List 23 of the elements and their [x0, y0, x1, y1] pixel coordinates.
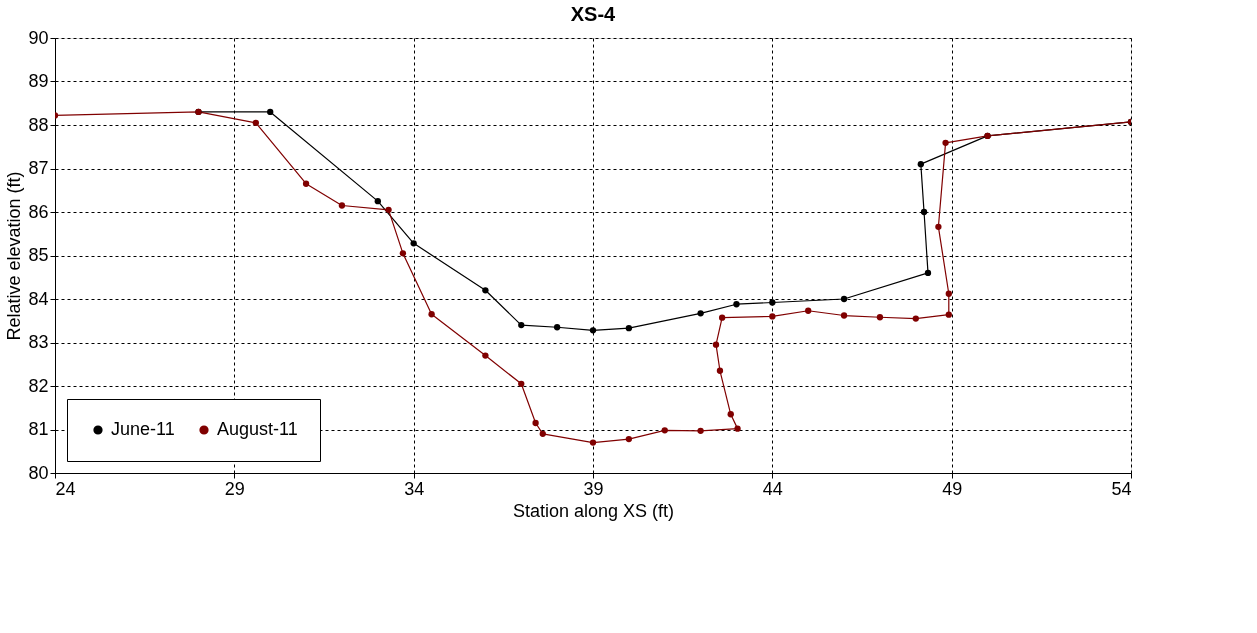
x-tick-label: 29 — [224, 478, 245, 499]
x-tick-label: 24 — [55, 478, 76, 499]
x-tick-label: 39 — [583, 478, 604, 499]
y-tick-label: 87 — [28, 158, 49, 178]
y-tick-label: 80 — [28, 462, 49, 483]
y-tick-label: 82 — [28, 375, 49, 396]
y-tick-label: 89 — [28, 71, 49, 91]
legend-label: June-11 — [111, 419, 175, 439]
y-tick-label: 81 — [28, 419, 49, 439]
y-tick-label: 86 — [28, 201, 49, 222]
x-tick-label: 34 — [404, 478, 425, 499]
y-axis-title: Relative elevation (ft) — [4, 171, 25, 341]
y-tick-label: 85 — [28, 245, 49, 265]
x-tick-label: 49 — [942, 478, 963, 499]
y-tick-label: 90 — [28, 27, 49, 48]
y-tick-label: 88 — [28, 114, 49, 135]
x-axis-title: Station along XS (ft) — [512, 500, 675, 521]
x-tick-label: 54 — [1111, 478, 1132, 499]
y-tick-label: 84 — [28, 288, 49, 309]
legend-label: August-11 — [217, 419, 298, 439]
x-tick-label: 44 — [762, 478, 783, 499]
y-tick-label: 83 — [28, 332, 49, 352]
chart-title: XS-4 — [570, 3, 617, 25]
